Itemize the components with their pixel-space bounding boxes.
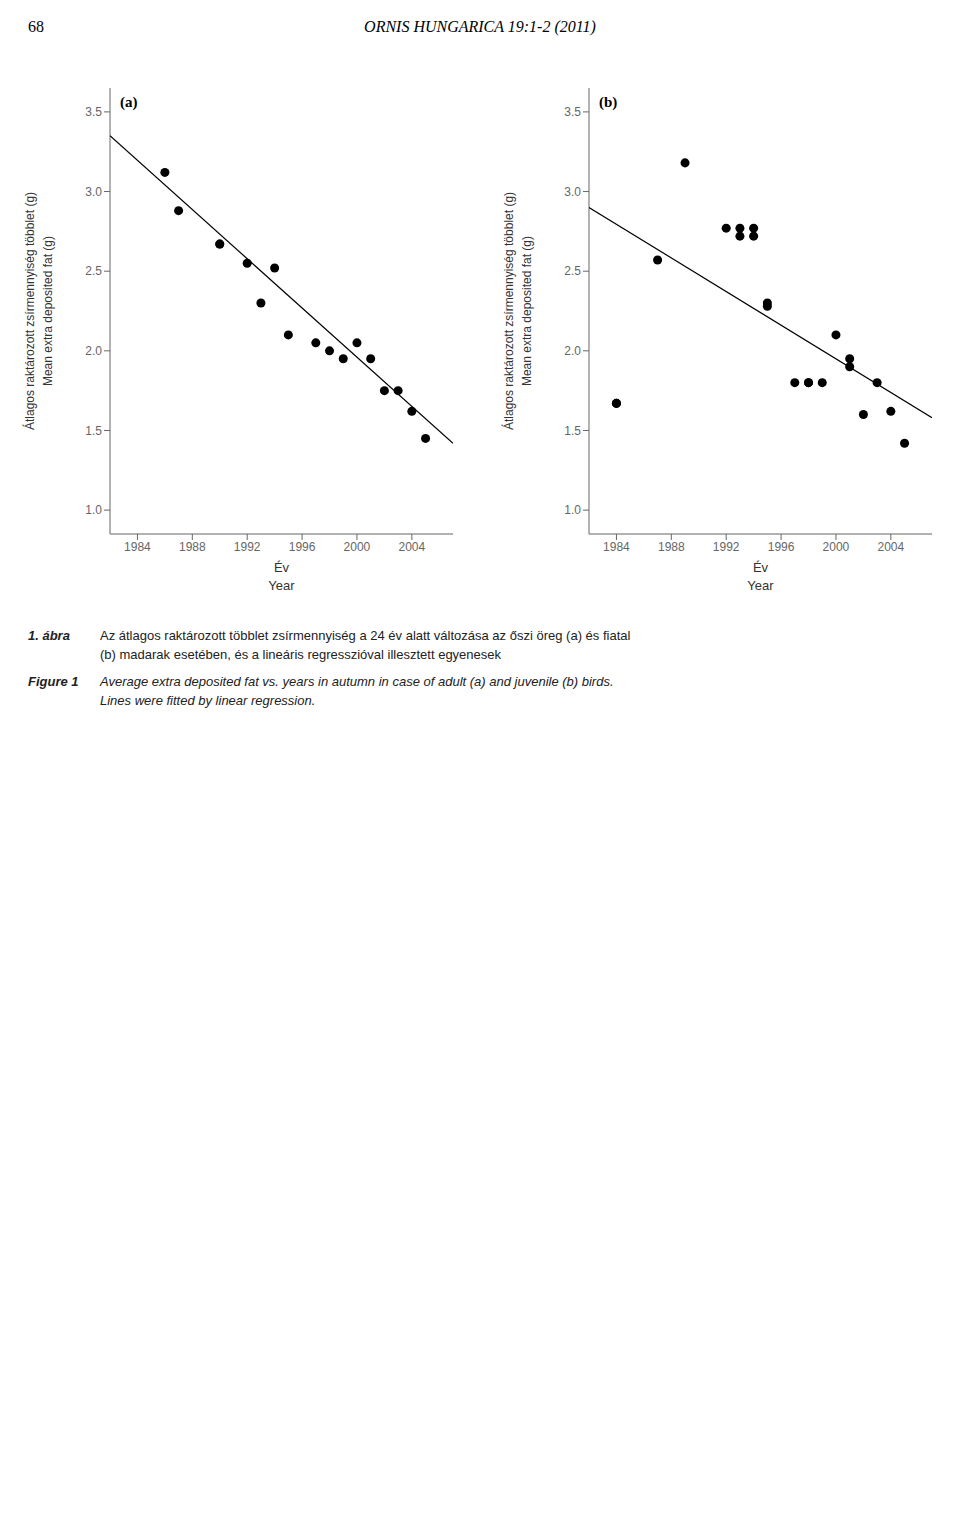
svg-text:1984: 1984	[603, 540, 630, 554]
html-text:Figure 1: Figure 1	[28, 674, 79, 689]
html-text:1. ábra: 1. ábra	[28, 628, 70, 643]
html-text:68: 68	[28, 18, 44, 35]
svg-text:Év: Év	[753, 560, 769, 575]
html-text:Az átlagos raktározott többlet: Az átlagos raktározott többlet zsírmenny…	[100, 628, 631, 643]
html-text:(b): (b)	[599, 94, 618, 110]
html-text:(b) madarak esetében, és a lin: (b) madarak esetében, és a lineáris regr…	[100, 647, 501, 662]
html-text:Lines were fitted by linear re: Lines were fitted by linear regression.	[100, 693, 316, 708]
svg-text:1996: 1996	[289, 540, 316, 554]
svg-text:1996: 1996	[768, 540, 795, 554]
svg-text:Year: Year	[747, 578, 774, 593]
svg-text:1.0: 1.0	[85, 503, 102, 517]
svg-text:1992: 1992	[713, 540, 740, 554]
svg-text:1992: 1992	[234, 540, 261, 554]
svg-text:2.5: 2.5	[564, 264, 581, 278]
svg-text:2000: 2000	[344, 540, 371, 554]
svg-text:2004: 2004	[398, 540, 425, 554]
svg-text:Év: Év	[274, 560, 290, 575]
svg-text:3.0: 3.0	[85, 185, 102, 199]
svg-text:2004: 2004	[877, 540, 904, 554]
svg-text:3.0: 3.0	[564, 185, 581, 199]
svg-text:Mean extra deposited fat (g): Mean extra deposited fat (g)	[520, 236, 534, 386]
svg-text:3.5: 3.5	[85, 105, 102, 119]
svg-text:3.5: 3.5	[564, 105, 581, 119]
svg-text:1.5: 1.5	[85, 424, 102, 438]
svg-text:2.0: 2.0	[564, 344, 581, 358]
svg-text:Átlagos raktározott zsírmennyi: Átlagos raktározott zsírmennyiség többle…	[501, 192, 516, 430]
svg-text:1.5: 1.5	[564, 424, 581, 438]
svg-text:Mean extra deposited fat (g): Mean extra deposited fat (g)	[41, 236, 55, 386]
svg-text:2000: 2000	[823, 540, 850, 554]
svg-text:1.0: 1.0	[564, 503, 581, 517]
svg-text:1988: 1988	[179, 540, 206, 554]
svg-text:1984: 1984	[124, 540, 151, 554]
svg-text:1988: 1988	[658, 540, 685, 554]
html-text:(a): (a)	[120, 94, 138, 110]
svg-text:Átlagos raktározott zsírmennyi: Átlagos raktározott zsírmennyiség többle…	[22, 192, 37, 430]
svg-text:Year: Year	[268, 578, 295, 593]
html-text:ORNIS HUNGARICA 19:1-2 (2011): ORNIS HUNGARICA 19:1-2 (2011)	[364, 18, 596, 35]
svg-text:2.5: 2.5	[85, 264, 102, 278]
svg-text:2.0: 2.0	[85, 344, 102, 358]
html-text:Average extra deposited fat vs: Average extra deposited fat vs. years in…	[100, 674, 614, 689]
